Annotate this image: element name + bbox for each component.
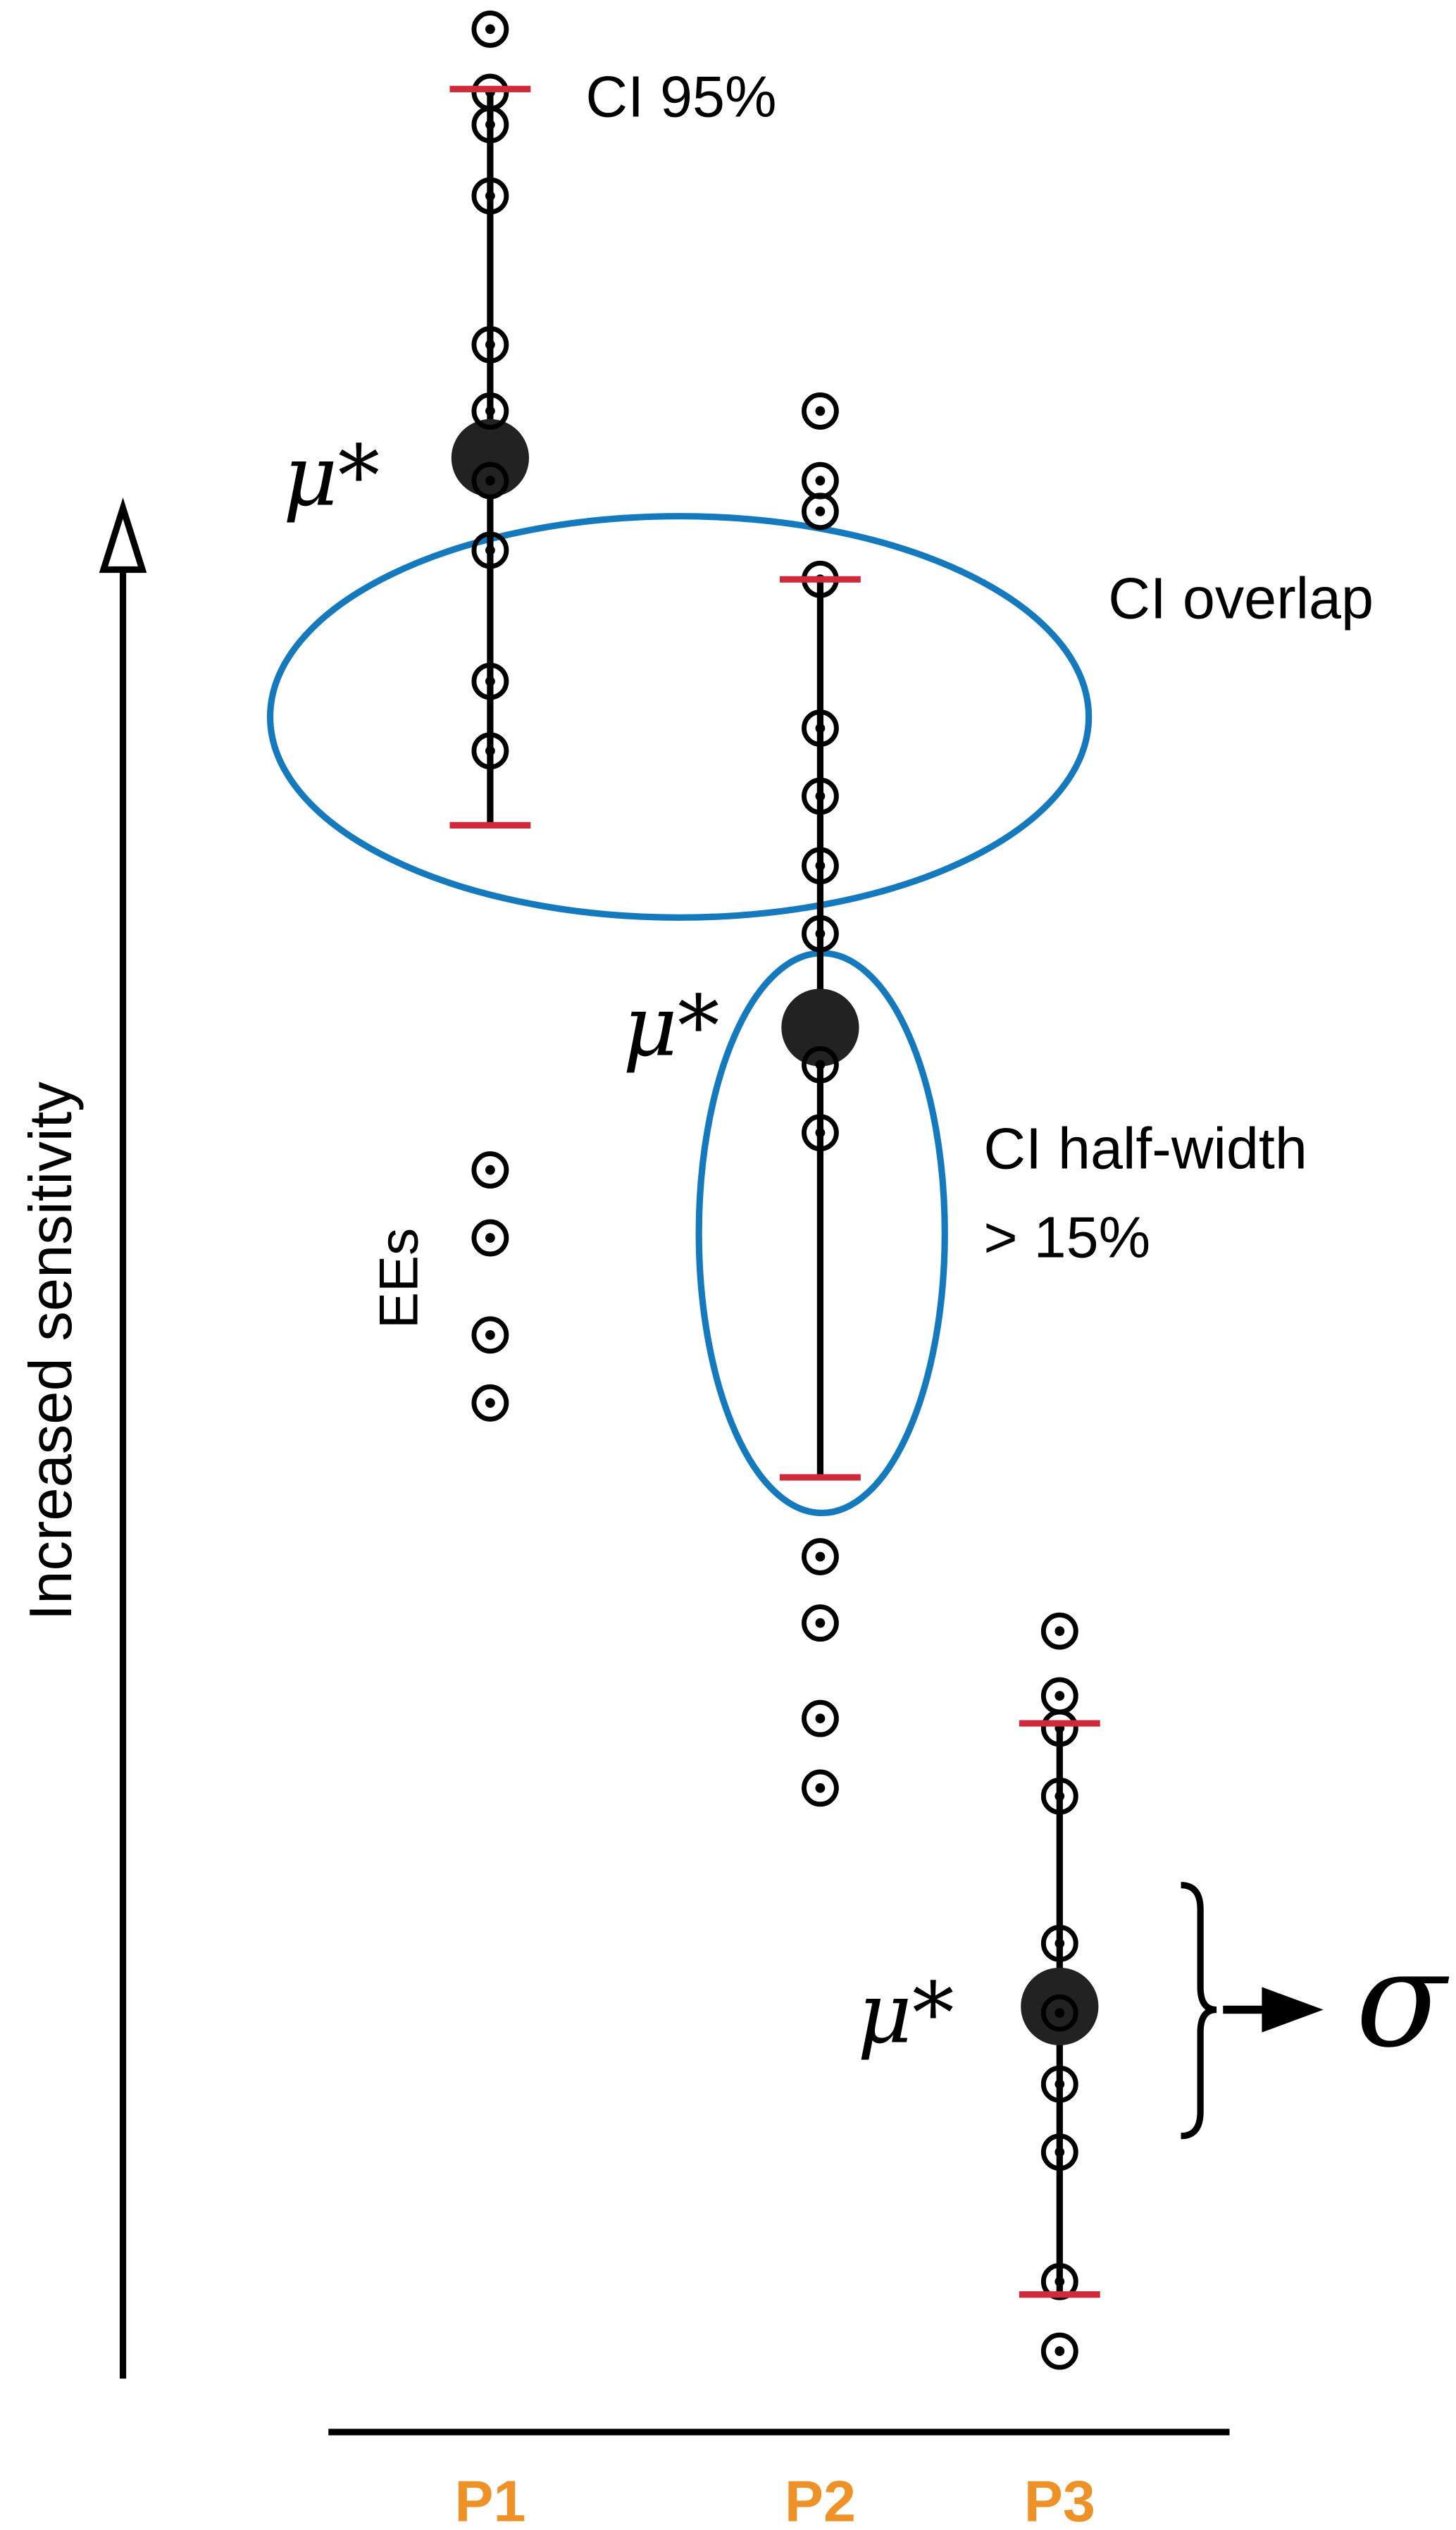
ee-point-center: [815, 1060, 826, 1070]
ee-point: [1040, 1612, 1078, 1650]
ee-point-center: [485, 24, 495, 35]
ee-point-center: [485, 340, 495, 350]
arrow-head-icon: [99, 497, 147, 573]
ee-point-center: [815, 791, 826, 801]
ee-point-center: [1054, 1626, 1065, 1637]
ee-point-center: [485, 120, 495, 130]
brace-icon: [1181, 1882, 1217, 2140]
ee-point: [471, 461, 509, 500]
mu-star-point-p2: [781, 988, 859, 1067]
ee-point: [471, 11, 509, 48]
ee-point: [1040, 1709, 1078, 1747]
ee-point: [801, 1769, 839, 1807]
ee-point-center: [815, 860, 826, 871]
ee-point: [471, 1151, 509, 1189]
ee-point: [801, 1538, 839, 1575]
ee-point: [471, 392, 509, 430]
mu-star-point-p1: [451, 418, 530, 497]
category-label-p3: P3: [1024, 2468, 1095, 2530]
sigma-label: σ: [1356, 1923, 1450, 2077]
ee-point: [471, 1316, 509, 1354]
ci-overlap-label: CI overlap: [1108, 565, 1374, 631]
mu-star-label-p3: μ*: [857, 1964, 954, 2062]
ee-point: [801, 392, 839, 430]
ee-point: [801, 1604, 839, 1642]
ee-point: [471, 732, 509, 770]
ee-point-center: [485, 745, 495, 756]
ee-point: [801, 709, 839, 747]
ee-point: [471, 1219, 509, 1257]
ee-point-center: [485, 1165, 495, 1175]
ee-point: [1040, 1777, 1078, 1815]
ee-point: [471, 106, 509, 144]
ee-point-center: [815, 1713, 826, 1724]
ee-point: [801, 1046, 839, 1084]
ee-point: [1040, 2133, 1078, 2171]
ee-point: [801, 847, 839, 885]
ee-point-center: [1054, 2147, 1065, 2157]
ee-point-center: [815, 1618, 826, 1628]
ci-halfwidth-threshold: > 15%: [983, 1205, 1150, 1270]
ee-point-center: [485, 1233, 495, 1243]
ee-point-center: [815, 506, 826, 516]
ee-point: [1040, 2065, 1078, 2103]
ee-point: [801, 914, 839, 953]
ee-point-center: [1054, 2079, 1065, 2090]
ee-point-center: [815, 1551, 826, 1562]
ee-point: [1040, 1924, 1078, 1962]
ee-point: [801, 777, 839, 815]
ee-point-center: [815, 929, 826, 939]
ee-point-center: [1054, 1691, 1065, 1701]
ee-point-center: [1054, 1791, 1065, 1802]
ee-point-center: [485, 406, 495, 416]
ee-point-center: [485, 1329, 495, 1340]
ee-point-center: [815, 1783, 826, 1793]
ee-point-center: [485, 1398, 495, 1408]
ee-point-center: [815, 723, 826, 733]
mu-star-label-p2: μ*: [623, 978, 719, 1076]
ee-point-center: [815, 406, 826, 416]
ee-point: [471, 531, 509, 569]
ee-point: [801, 1114, 839, 1152]
ee-point: [471, 662, 509, 700]
ee-point: [1040, 1994, 1078, 2032]
ci-overlap-ellipse: [266, 513, 1093, 921]
category-label-p2: P2: [785, 2468, 856, 2530]
mu-star-label-p1: μ*: [283, 428, 380, 526]
ee-point: [471, 177, 509, 215]
ee-point: [1040, 2332, 1078, 2370]
ci95-label: CI 95%: [585, 63, 776, 129]
ee-point: [471, 325, 509, 364]
ee-point-center: [1054, 2008, 1065, 2019]
ee-point: [801, 492, 839, 531]
ee-point-center: [485, 476, 495, 486]
ee-point: [471, 1384, 509, 1422]
y-axis-label: Increased sensitivity: [18, 1081, 85, 1621]
arrow-head-icon: [1262, 1987, 1324, 2033]
ee-point-center: [815, 1127, 826, 1138]
ee-point-center: [485, 191, 495, 201]
ci-halfwidth-label: CI half-width: [983, 1115, 1307, 1181]
ee-point-center: [1054, 1938, 1065, 1949]
ee-point-center: [1054, 2346, 1065, 2357]
mu-star-point-p3: [1021, 1967, 1099, 2046]
category-label-p1: P1: [454, 2468, 525, 2530]
ee-point: [801, 1699, 839, 1737]
ee-point-center: [815, 476, 826, 486]
ee-point-center: [1054, 2276, 1065, 2287]
ee-point-center: [485, 676, 495, 686]
ee-point-center: [485, 545, 495, 555]
ees-label: EEs: [368, 1228, 430, 1329]
